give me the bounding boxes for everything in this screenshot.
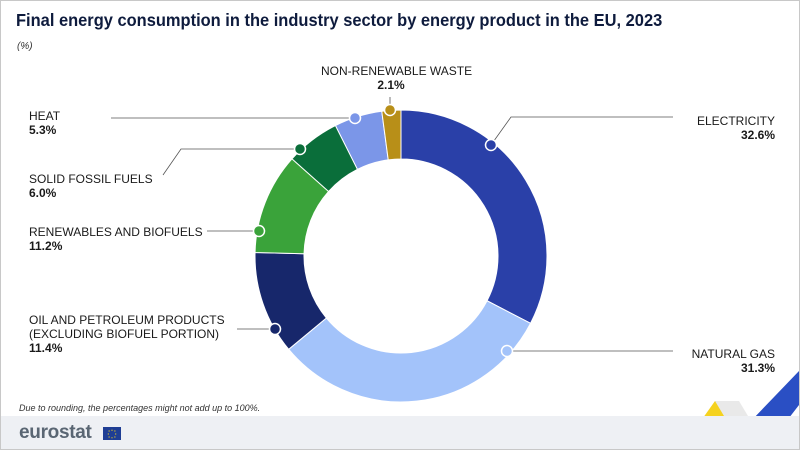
slice-label-name: HEAT <box>29 109 61 123</box>
footnote: Due to rounding, the percentages might n… <box>19 403 261 413</box>
slice-label-name: NON-RENEWABLE WASTE <box>321 64 473 78</box>
footer-bar: eurostat <box>1 416 799 449</box>
slice-label-name: NATURAL GAS <box>691 347 775 361</box>
slice-label: SOLID FOSSIL FUELS 6.0% <box>29 172 153 200</box>
slice-label-value: 11.2% <box>29 239 63 253</box>
slice-natural-gas <box>288 300 532 403</box>
leader-anchor-dot <box>348 111 362 125</box>
slice-label: ELECTRICITY 32.6% <box>697 114 775 142</box>
slice-label: NATURAL GAS 31.3% <box>692 347 775 375</box>
slice-label-value: 2.1% <box>377 78 405 92</box>
eurostat-logo: eurostat <box>19 422 92 443</box>
slice-label-name: ELECTRICITY <box>696 114 775 128</box>
slice-label: NON-RENEWABLE WASTE 2.1% <box>321 64 473 92</box>
eu-flag-icon <box>103 427 121 440</box>
slice-label-name: OIL AND PETROLEUM PRODUCTS <box>29 313 225 327</box>
leader-line <box>162 148 300 176</box>
slice-label-value: 31.3% <box>740 361 775 375</box>
slice-label-value: 6.0% <box>29 186 57 200</box>
slice-label-value: 11.4% <box>29 341 63 355</box>
slice-label: HEAT 5.3% <box>29 109 60 137</box>
slice-label-name: SOLID FOSSIL FUELS <box>29 172 153 186</box>
leader-anchor-dot <box>500 344 514 358</box>
slice-label: RENEWABLES AND BIOFUELS 11.2% <box>29 225 203 253</box>
unit-label: (%) <box>17 41 33 52</box>
slice-electricity <box>400 109 548 325</box>
chart-title: Final energy consumption in the industry… <box>16 10 663 30</box>
leader-anchor-dot <box>268 322 282 336</box>
donut-chart <box>111 97 673 403</box>
slice-label-value: 5.3% <box>29 123 57 137</box>
slice-label-value: 32.6% <box>740 128 775 142</box>
leader-anchor-dot <box>293 142 307 156</box>
slice-label-name: RENEWABLES AND BIOFUELS <box>29 225 203 239</box>
leader-anchor-dot <box>383 103 397 117</box>
leader-line <box>490 116 673 146</box>
leader-anchor-dot <box>484 138 498 152</box>
slice-label-name: (EXCLUDING BIOFUEL PORTION) <box>29 327 220 341</box>
leader-anchor-dot <box>252 224 266 238</box>
slice-label: OIL AND PETROLEUM PRODUCTS (EXCLUDING BIO… <box>29 313 225 355</box>
